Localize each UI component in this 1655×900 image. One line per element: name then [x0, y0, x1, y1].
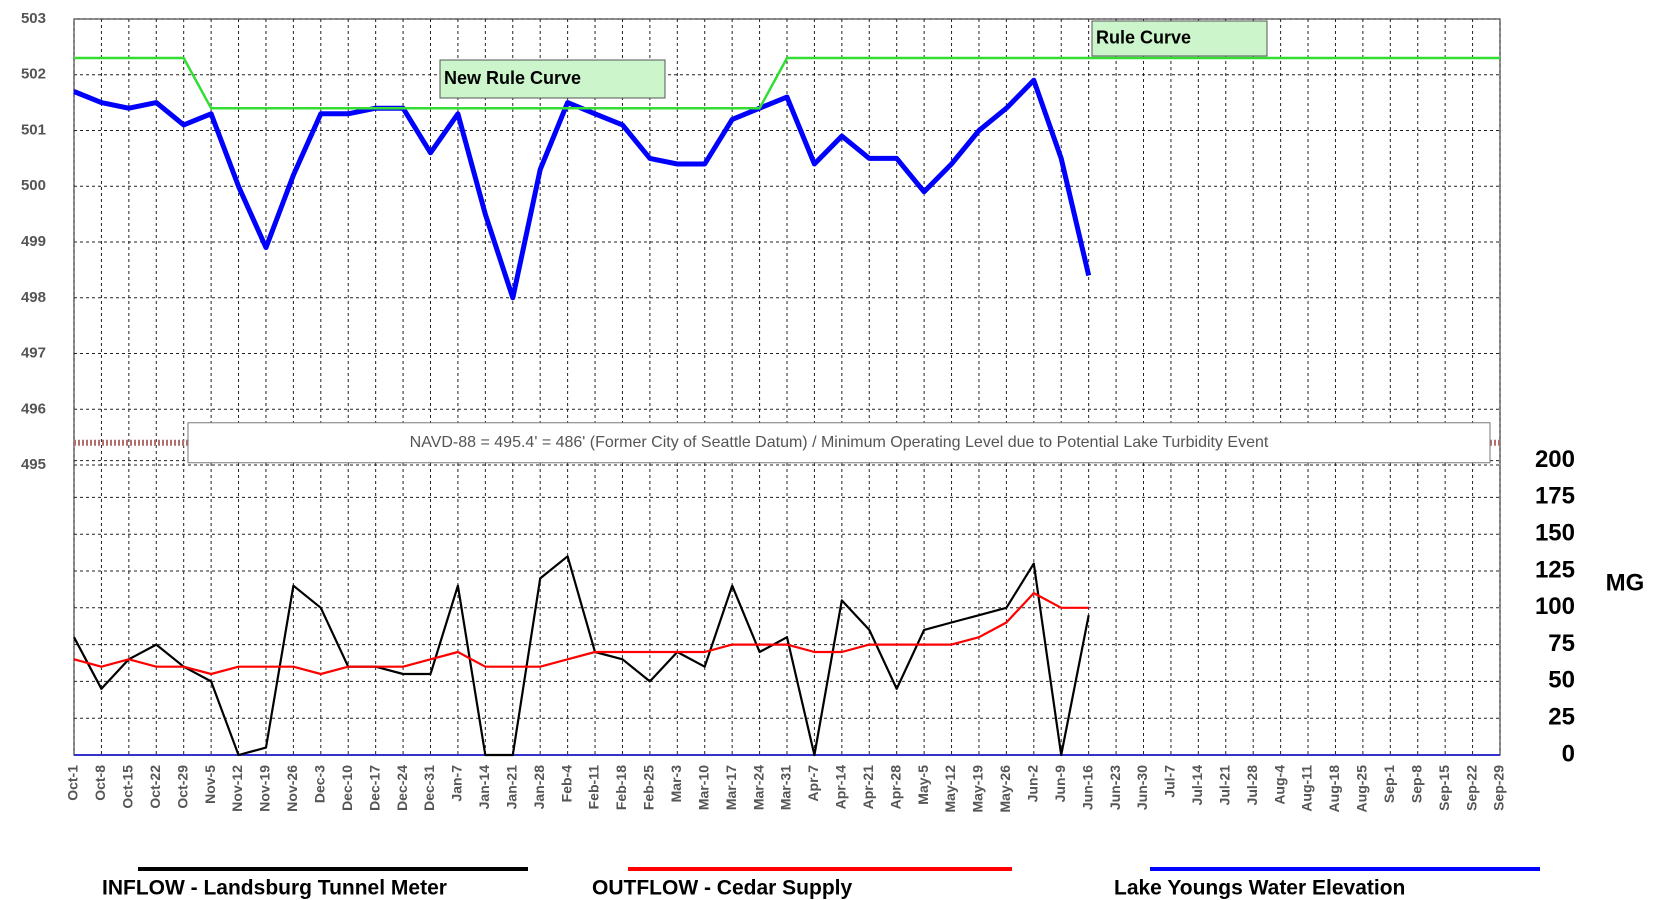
y2-tick-label: 150	[1535, 520, 1575, 547]
series-line	[74, 56, 1500, 110]
x-tick-label: May-5	[915, 765, 931, 805]
y2-tick-label: 125	[1535, 556, 1575, 583]
x-tick-label: Feb-4	[558, 765, 574, 803]
y2-tick-label: 100	[1535, 593, 1575, 620]
x-tick-label: Mar-3	[668, 765, 684, 803]
y2-tick-label: 0	[1562, 740, 1575, 767]
x-tick-label: Jan-7	[449, 765, 465, 802]
y-tick-label: 496	[21, 400, 46, 417]
x-tick-label: Feb-18	[613, 765, 629, 810]
x-tick-label: Apr-28	[887, 765, 903, 810]
x-tick-label: Jan-28	[531, 765, 547, 810]
y2-tick-label: 25	[1548, 704, 1575, 731]
x-tick-label: Apr-21	[860, 765, 876, 810]
annotation-box	[439, 59, 666, 99]
x-tick-label: Aug-4	[1271, 765, 1287, 805]
x-tick-label: Dec-3	[312, 765, 328, 803]
annotation: Rule Curve	[1096, 27, 1191, 47]
x-tick-label: Aug-25	[1354, 765, 1370, 813]
y-tick-label: 495	[21, 456, 46, 473]
x-tick-label: May-12	[942, 765, 958, 813]
y2-tick-label: 75	[1548, 630, 1575, 657]
x-tick-label: Jun-23	[1107, 765, 1123, 810]
x-tick-label: Jun-30	[1134, 765, 1150, 810]
annotation-box	[187, 422, 1491, 464]
x-tick-label: Sep-15	[1436, 765, 1452, 811]
series-line	[73, 592, 1089, 676]
y-tick-label: 497	[21, 345, 46, 362]
annotation: New Rule Curve	[444, 68, 581, 88]
y2-tick-label: 175	[1535, 483, 1575, 510]
y-tick-label: 503	[21, 10, 46, 27]
x-tick-label: Aug-18	[1326, 765, 1342, 813]
x-tick-label: Jun-16	[1079, 765, 1095, 810]
x-tick-label: Oct-29	[174, 765, 190, 809]
x-tick-label: Apr-7	[805, 765, 821, 802]
legend-label: INFLOW - Landsburg Tunnel Meter	[102, 877, 447, 900]
y-tick-label: 500	[21, 177, 46, 194]
x-tick-label: Sep-1	[1381, 765, 1397, 803]
x-tick-label: Mar-10	[695, 765, 711, 810]
x-tick-label: Sep-22	[1463, 765, 1479, 811]
x-tick-label: Jul-7	[1162, 765, 1178, 798]
x-tick-label: Jul-14	[1189, 765, 1205, 806]
x-tick-label: Mar-17	[723, 765, 739, 810]
x-tick-label: Nov-5	[202, 765, 218, 804]
legend-label: Lake Youngs Water Elevation	[1114, 877, 1405, 900]
x-tick-label: Jan-21	[503, 765, 519, 810]
y-tick-label: 499	[21, 233, 46, 250]
x-tick-label: Dec-17	[366, 765, 382, 811]
x-tick-label: May-19	[970, 765, 986, 813]
x-tick-label: Nov-12	[229, 765, 245, 812]
y-tick-label: 501	[21, 121, 46, 138]
x-tick-label: Feb-25	[641, 765, 657, 810]
x-tick-label: Dec-31	[421, 765, 437, 811]
x-tick-label: Nov-19	[257, 765, 273, 812]
x-tick-label: Jun-2	[1025, 765, 1041, 803]
series-line	[73, 555, 1090, 757]
x-tick-label: Dec-24	[394, 765, 410, 811]
y2-tick-label: 200	[1535, 446, 1575, 473]
x-tick-label: Sep-8	[1408, 765, 1424, 803]
x-tick-label: Mar-24	[750, 765, 766, 810]
x-tick-label: Feb-11	[586, 765, 602, 810]
y-tick-label: 498	[21, 289, 46, 306]
x-tick-label: Jul-21	[1216, 765, 1232, 806]
legend-label: OUTFLOW - Cedar Supply	[592, 877, 852, 900]
x-tick-label: Oct-8	[92, 765, 108, 801]
x-tick-label: Jun-9	[1052, 765, 1068, 803]
annotation: NAVD-88 = 495.4' = 486' (Former City of …	[410, 434, 1269, 451]
x-tick-label: Jul-28	[1244, 765, 1260, 806]
x-tick-label: Oct-1	[65, 765, 81, 801]
y-tick-label: 502	[21, 66, 46, 83]
x-tick-label: Aug-11	[1299, 765, 1315, 812]
x-tick-label: Sep-29	[1491, 765, 1507, 811]
annotation-box	[1091, 20, 1268, 57]
x-tick-label: Dec-10	[339, 765, 355, 811]
y2-axis-label: MG	[1606, 569, 1645, 596]
y2-tick-label: 50	[1548, 667, 1575, 694]
x-tick-label: Nov-26	[284, 765, 300, 812]
x-tick-label: Oct-22	[147, 765, 163, 809]
x-tick-label: Jan-14	[476, 765, 492, 810]
x-tick-label: Mar-31	[778, 765, 794, 810]
x-tick-label: May-26	[997, 765, 1013, 813]
x-tick-label: Oct-15	[120, 765, 136, 809]
x-tick-label: Apr-14	[833, 765, 849, 810]
